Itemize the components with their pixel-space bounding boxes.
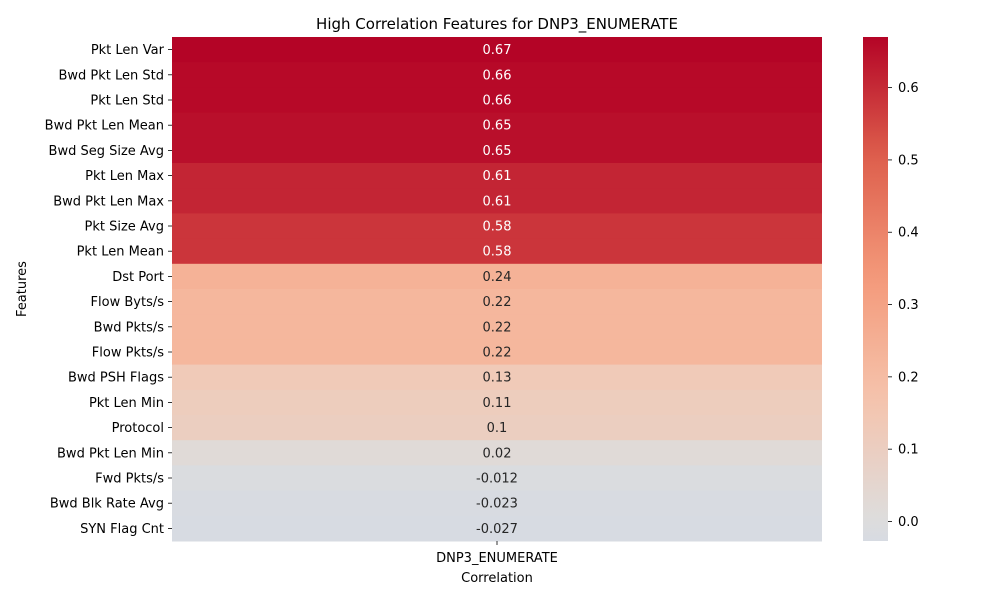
cell-value-label: 0.1 <box>487 421 508 436</box>
heatmap-cell <box>172 213 822 240</box>
cell-value-label: 0.22 <box>483 346 512 361</box>
y-tick-label: Flow Byts/s <box>91 295 165 310</box>
colorbar-tick-label: 0.0 <box>898 515 919 530</box>
heatmap-cell <box>172 389 822 416</box>
colorbar-tick-label: 0.2 <box>898 370 919 385</box>
heatmap-cell <box>172 163 822 189</box>
heatmap-cell <box>172 364 822 391</box>
cell-value-label: 0.67 <box>483 43 512 58</box>
cell-value-label: -0.012 <box>476 472 518 487</box>
heatmap-cell <box>172 62 822 88</box>
chart-title: High Correlation Features for DNP3_ENUME… <box>316 15 678 34</box>
cell-value-label: 0.65 <box>483 119 512 134</box>
y-tick-label: SYN Flag Cnt <box>80 522 164 537</box>
y-tick-label: Bwd Pkt Len Mean <box>45 119 164 134</box>
y-tick-label: Bwd Pkt Len Min <box>57 446 164 461</box>
y-tick-label: Pkt Len Var <box>91 43 165 58</box>
cell-value-label: 0.11 <box>483 396 512 411</box>
cell-value-label: 0.58 <box>483 245 512 260</box>
heatmap-cell <box>172 490 822 517</box>
cell-value-label: 0.24 <box>483 270 512 285</box>
cell-value-label: 0.22 <box>483 320 512 335</box>
cell-value-label: 0.61 <box>483 194 512 209</box>
colorbar-tick-label: 0.3 <box>898 298 919 313</box>
colorbar: 0.0 0.1 0.2 0.3 0.4 0.5 0.6 <box>863 37 919 541</box>
y-tick-label: Pkt Len Mean <box>77 245 164 260</box>
y-tick-label: Bwd PSH Flags <box>68 371 164 386</box>
y-tick-labels: Pkt Len Var Bwd Pkt Len Std Pkt Len Std Bwd… <box>45 43 172 537</box>
x-axis-label: Correlation <box>461 571 533 586</box>
cell-value-label: 0.22 <box>483 295 512 310</box>
cell-value-label: 0.61 <box>483 169 512 184</box>
y-tick-label: Dst Port <box>112 270 164 285</box>
colorbar-tick-label: 0.5 <box>898 153 919 168</box>
cell-value-label: 0.66 <box>483 68 512 83</box>
y-tick-label: Bwd Pkts/s <box>94 320 165 335</box>
heatmap-cell <box>172 465 822 492</box>
cell-value-label: 0.58 <box>483 220 512 235</box>
x-tick-label: DNP3_ENUMERATE <box>436 551 558 566</box>
heatmap-cell <box>172 415 822 441</box>
y-tick-label: Bwd Blk Rate Avg <box>50 497 164 512</box>
colorbar-gradient <box>863 37 888 541</box>
heatmap-cell <box>172 87 822 114</box>
x-tick-labels: DNP3_ENUMERATE <box>436 541 558 566</box>
cell-value-label: -0.027 <box>476 522 518 537</box>
cell-value-label: 0.66 <box>483 94 512 109</box>
colorbar-tick-label: 0.1 <box>898 443 919 458</box>
heatmap-cell <box>172 188 822 214</box>
cell-value-label: 0.02 <box>483 446 512 461</box>
y-tick-label: Protocol <box>112 421 164 436</box>
y-tick-label: Bwd Seg Size Avg <box>49 144 164 159</box>
y-tick-label: Bwd Pkt Len Max <box>53 194 164 209</box>
y-tick-label: Pkt Len Std <box>90 94 164 109</box>
heatmap-cell <box>172 440 822 466</box>
heatmap-cell <box>172 37 822 63</box>
y-tick-label: Fwd Pkts/s <box>95 472 164 487</box>
cell-value-label: -0.023 <box>476 497 518 512</box>
heatmap-cell <box>172 137 822 164</box>
cell-value-label: 0.13 <box>483 371 512 386</box>
colorbar-tick-label: 0.4 <box>898 226 919 241</box>
colorbar-tick-label: 0.6 <box>898 81 919 96</box>
heatmap-cell <box>172 263 822 290</box>
cell-value-label: 0.65 <box>483 144 512 159</box>
heatmap-cell <box>172 314 822 340</box>
heatmap-cell <box>172 515 822 542</box>
y-tick-label: Flow Pkts/s <box>92 346 164 361</box>
y-tick-label: Bwd Pkt Len Std <box>58 68 164 83</box>
heatmap-cell <box>172 289 822 315</box>
y-tick-label: Pkt Len Min <box>89 396 164 411</box>
heatmap-cell <box>172 238 822 265</box>
y-axis-label: Features <box>15 261 30 317</box>
heatmap-cell <box>172 112 822 139</box>
heatmap-cells: 0.67 0.66 0.66 0.65 0.65 0.61 0.61 0.58 0.58 0.24… <box>172 37 822 542</box>
y-tick-label: Pkt Size Avg <box>85 220 165 235</box>
y-tick-label: Pkt Len Max <box>85 169 164 184</box>
heatmap-cell <box>172 339 822 366</box>
